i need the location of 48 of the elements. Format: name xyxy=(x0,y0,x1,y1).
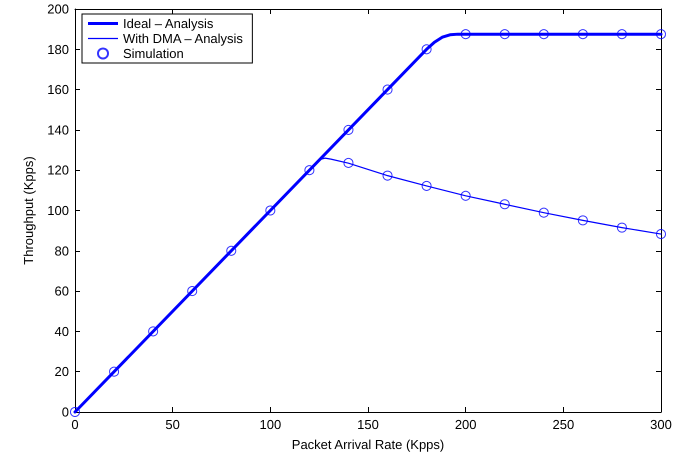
x-tick-label: 300 xyxy=(650,417,672,432)
legend-label: Simulation xyxy=(123,46,184,61)
point xyxy=(343,158,354,168)
legend-label: With DMA – Analysis xyxy=(123,31,244,46)
y-tick-label: 140 xyxy=(47,122,69,138)
x-tick-label: 250 xyxy=(552,417,574,432)
y-tick-label: 160 xyxy=(47,82,69,98)
point xyxy=(226,246,236,256)
point xyxy=(500,29,510,40)
point xyxy=(460,190,471,201)
point xyxy=(343,124,354,135)
point xyxy=(656,29,666,40)
point xyxy=(656,229,666,240)
point xyxy=(538,208,549,218)
x-tick-label: 0 xyxy=(71,417,79,432)
point xyxy=(616,29,627,40)
point xyxy=(422,44,432,54)
point xyxy=(382,170,393,181)
point xyxy=(578,215,588,226)
x-tick-label: 200 xyxy=(454,417,477,432)
point xyxy=(422,180,432,191)
y-tick-label: 200 xyxy=(47,2,69,16)
y-tick-label: 60 xyxy=(54,284,69,299)
y-tick-label: 20 xyxy=(54,364,69,380)
y-axis-title: Throughput (Kpps) xyxy=(21,156,36,265)
point xyxy=(616,222,627,233)
point xyxy=(265,206,276,216)
point xyxy=(538,29,549,40)
point xyxy=(500,199,510,210)
x-tick-label: 150 xyxy=(357,417,379,432)
y-tick-label: 180 xyxy=(47,42,69,57)
y-tick-label: 120 xyxy=(47,162,69,178)
point xyxy=(304,165,314,176)
y-tick-label: 80 xyxy=(54,243,69,258)
y-tick-label: 40 xyxy=(54,324,69,339)
point xyxy=(382,84,393,95)
point xyxy=(187,286,198,296)
x-axis-title: Packet Arrival Rate (Kpps) xyxy=(292,437,444,452)
point xyxy=(70,407,80,417)
point xyxy=(148,326,158,336)
point xyxy=(460,29,471,40)
point xyxy=(578,29,588,40)
y-tick-label: 100 xyxy=(47,203,69,218)
legend-label: Ideal – Analysis xyxy=(123,16,214,31)
y-tick-label: 0 xyxy=(62,404,69,420)
x-tick-label: 50 xyxy=(165,417,180,432)
x-tick-label: 100 xyxy=(259,417,282,432)
point xyxy=(109,366,120,377)
